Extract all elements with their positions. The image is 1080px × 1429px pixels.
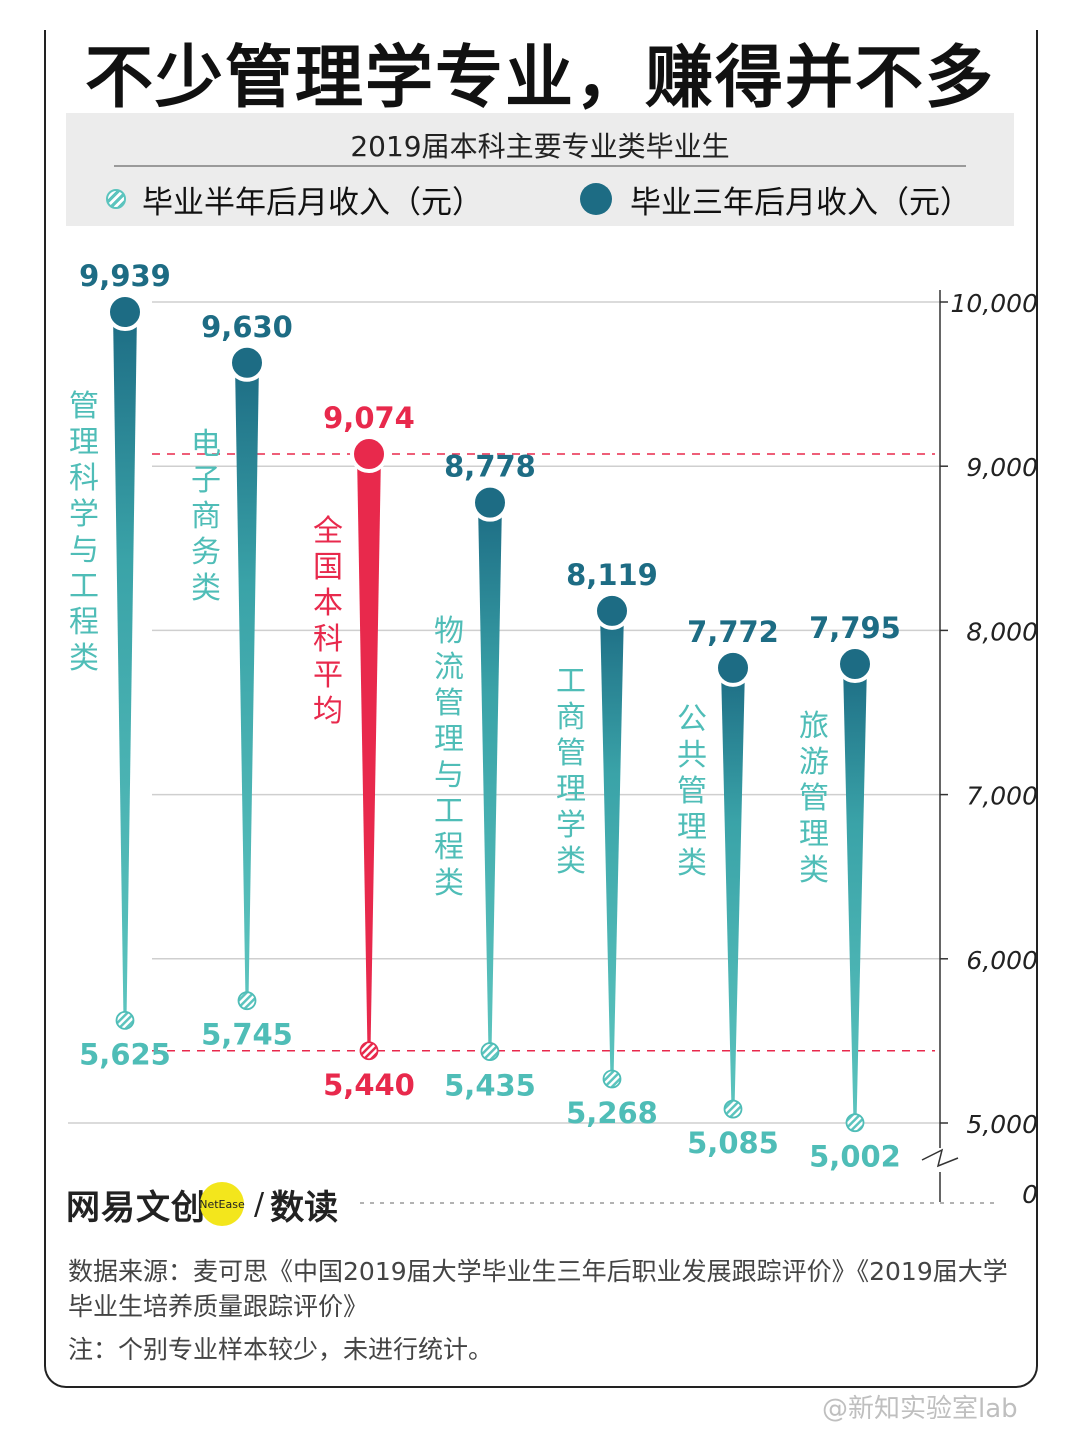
legend: 2019届本科主要专业类毕业生 毕业半年后月收入（元） 毕业三年后月收入（元） — [66, 113, 1014, 226]
bar-spike — [478, 502, 502, 1052]
three-year-dot — [593, 591, 631, 630]
y-axis: 5,000 6,000 7,000 8,000 9,000 10,000 0 — [360, 289, 1038, 1209]
half-year-dot — [723, 1099, 743, 1119]
y-tick-label: 9,000 — [966, 453, 1038, 482]
three-year-value-label: 9,074 — [323, 401, 415, 435]
bar-spike — [600, 610, 624, 1079]
bar-spike — [113, 312, 137, 1021]
frame-border — [44, 30, 1038, 1388]
axis-break-mark — [921, 1148, 959, 1168]
half-year-dot — [115, 1010, 135, 1030]
half-year-dot — [480, 1042, 500, 1061]
legend-item-three-year: 毕业三年后月收入（元） — [580, 177, 971, 221]
category-label: 电子商务类 — [191, 427, 221, 606]
labels: 9,939 5,625 管理科学与工程类 9,630 5,745 电子商务类 9,074 5,… — [69, 259, 901, 1174]
legend-item-half-year: 毕业半年后月收入（元） — [106, 177, 483, 221]
brand-slash: / — [254, 1186, 265, 1222]
three-year-dot — [471, 483, 509, 522]
three-year-dot — [228, 343, 266, 382]
chart-title: 不少管理学专业，赚得并不多 — [84, 39, 995, 118]
half-year-value-label: 5,268 — [566, 1096, 658, 1130]
three-year-dot — [350, 435, 388, 474]
y-zero-label: 0 — [1022, 1180, 1038, 1209]
footnote: 注：个别专业样本较少，未进行统计。 — [68, 1335, 494, 1364]
average-reference-lines — [152, 453, 935, 1052]
bars — [106, 293, 874, 1133]
half-year-value-label: 5,435 — [444, 1069, 536, 1103]
brand-name: 网易文创 — [66, 1187, 206, 1228]
half-year-dot — [359, 1041, 379, 1061]
half-year-value-label: 5,002 — [809, 1140, 901, 1174]
three-year-value-label: 8,119 — [566, 558, 658, 592]
three-year-dot — [836, 645, 874, 684]
bar-spike — [843, 664, 867, 1123]
half-year-value-label: 5,085 — [687, 1126, 779, 1160]
brand-dot: NetEase — [199, 1182, 245, 1226]
data-source: 数据来源：麦可思《中国2019届大学毕业生三年后职业发展跟踪评价》《2019届大… — [68, 1257, 1008, 1321]
brand-sub: 数读 — [270, 1187, 339, 1228]
category-label: 管理科学与工程类 — [69, 389, 99, 676]
watermark: @新知实验室lab — [822, 1394, 1018, 1424]
y-tick-label: 7,000 — [966, 782, 1038, 811]
brand-logo: 网易文创 NetEase / 数读 — [66, 1180, 338, 1228]
y-tick-label: 8,000 — [966, 617, 1038, 646]
half-year-value-label: 5,625 — [79, 1037, 171, 1071]
category-label: 公共管理类 — [677, 702, 707, 881]
category-label: 旅游管理类 — [799, 709, 829, 888]
half-year-value-label: 5,440 — [323, 1068, 415, 1102]
half-year-dot — [602, 1069, 622, 1089]
legend-label-half-year: 毕业半年后月收入（元） — [142, 184, 483, 221]
hatched-dot-icon — [106, 189, 126, 209]
three-year-value-label: 9,630 — [201, 310, 293, 344]
half-year-value-label: 5,745 — [201, 1018, 293, 1052]
y-tick-label: 10,000 — [951, 289, 1038, 318]
three-year-value-label: 7,772 — [687, 615, 779, 649]
half-year-dot — [237, 991, 257, 1011]
category-label: 物流管理与工程类 — [434, 614, 464, 901]
legend-title: 2019届本科主要专业类毕业生 — [350, 130, 730, 163]
half-year-dot — [845, 1113, 865, 1133]
category-label: 全国本科平均 — [313, 514, 343, 729]
bar-spike — [357, 454, 381, 1051]
solid-dot-icon — [580, 183, 612, 215]
y-tick-label: 6,000 — [966, 946, 1038, 975]
bar-spike — [235, 362, 259, 1001]
legend-divider — [114, 165, 966, 167]
three-year-dot — [714, 648, 752, 687]
three-year-value-label: 7,795 — [809, 611, 901, 645]
three-year-value-label: 9,939 — [79, 259, 171, 293]
y-tick-label: 5,000 — [966, 1110, 1038, 1139]
bar-spike — [721, 667, 745, 1110]
three-year-dot — [106, 293, 144, 332]
legend-label-three-year: 毕业三年后月收入（元） — [630, 184, 971, 221]
grid-lines — [68, 301, 940, 1124]
three-year-value-label: 8,778 — [444, 450, 536, 484]
category-label: 工商管理学类 — [556, 664, 586, 879]
